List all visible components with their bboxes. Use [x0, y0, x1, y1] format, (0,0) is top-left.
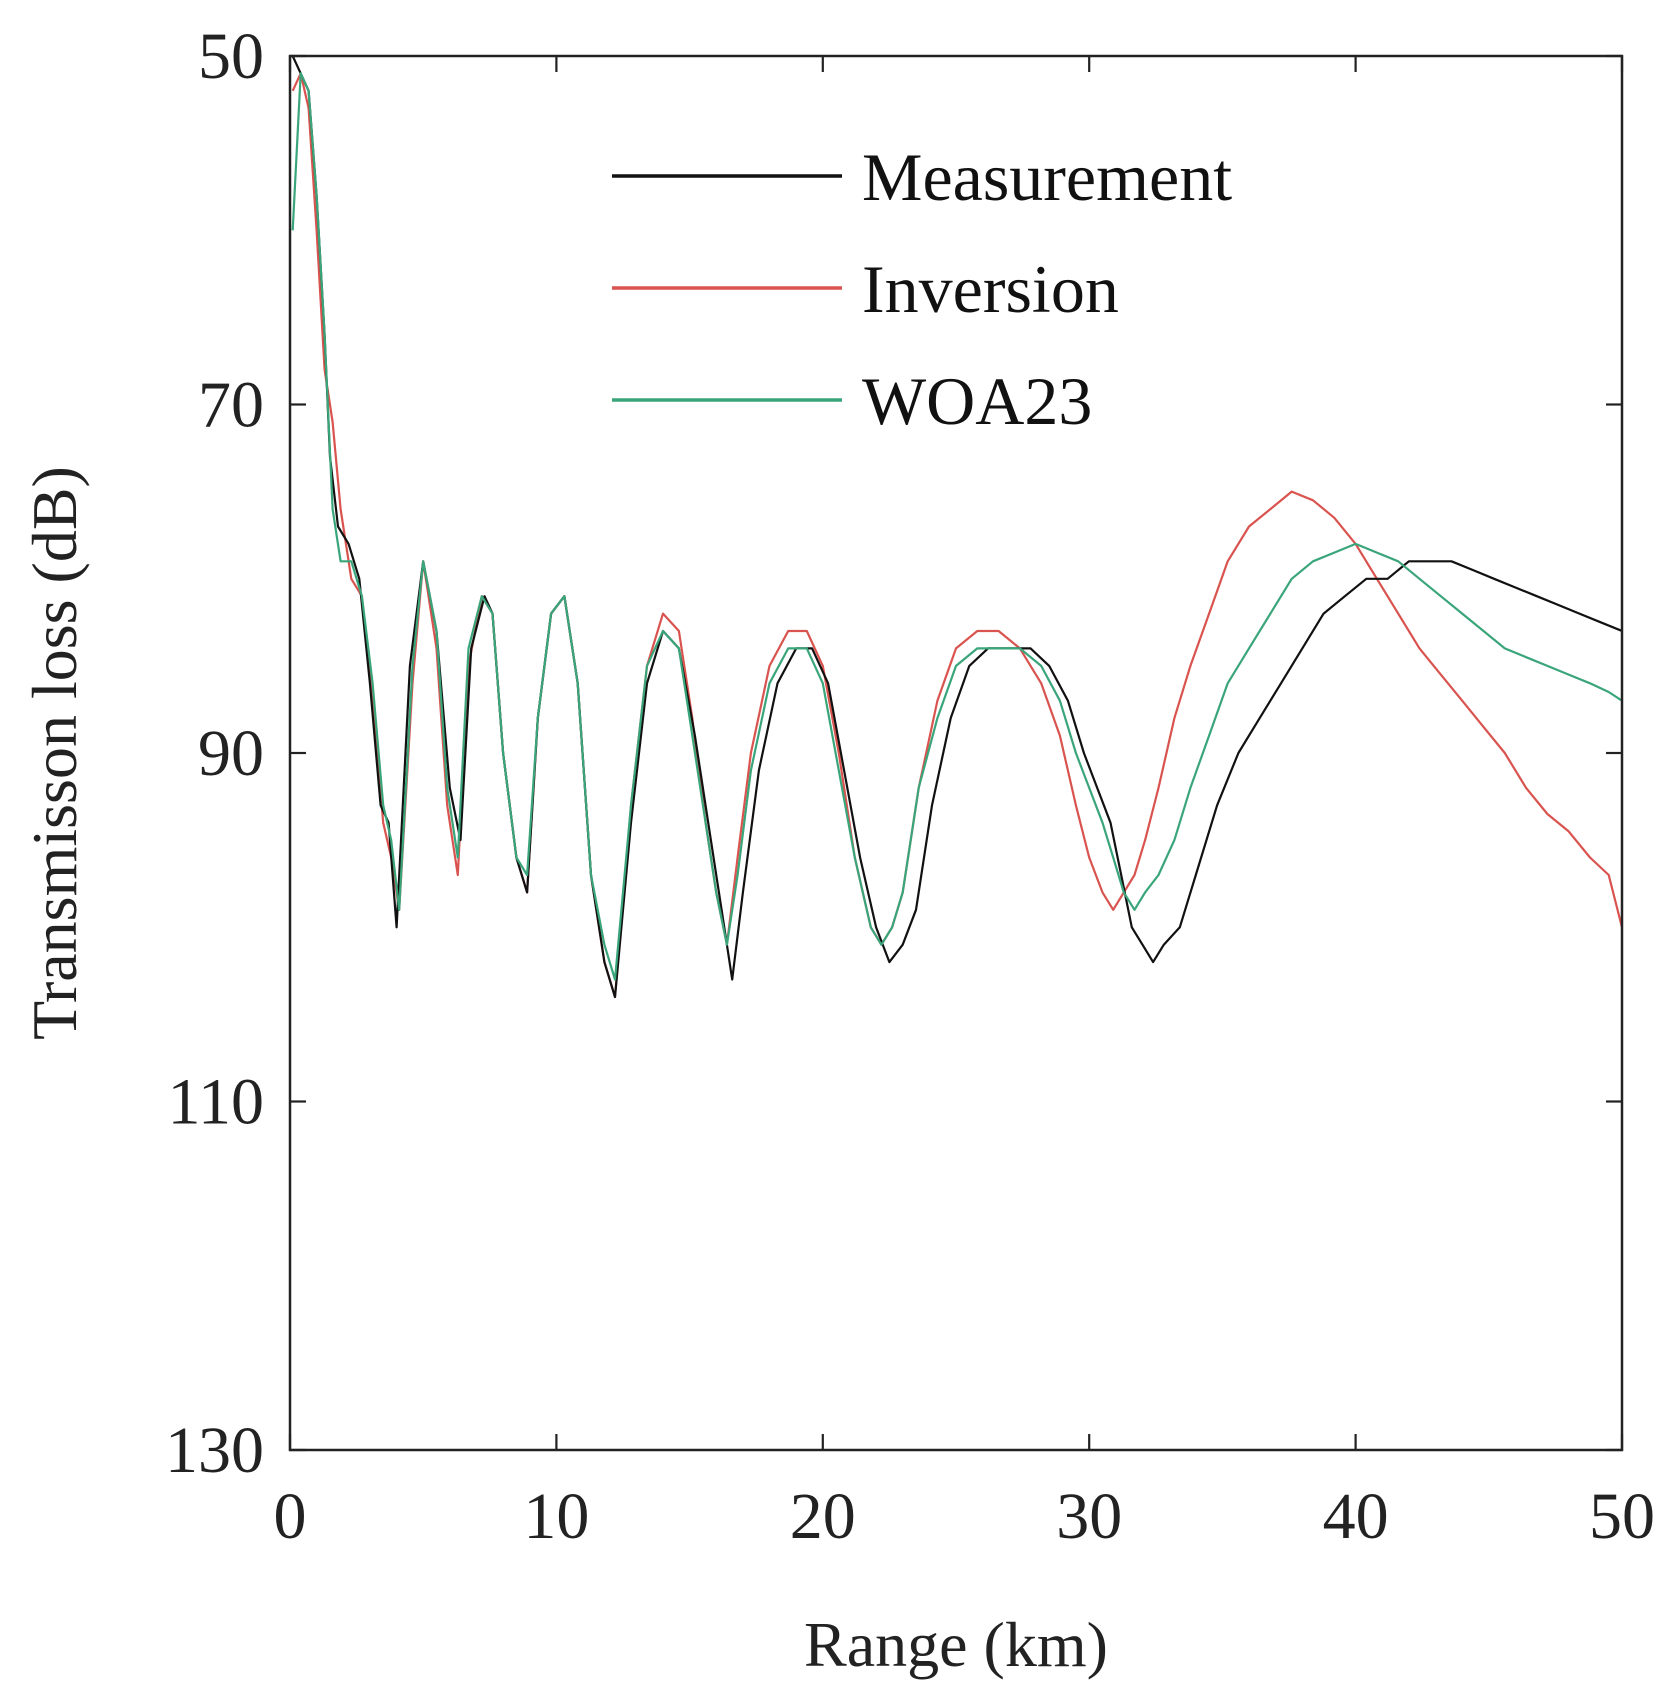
- x-tick-label: 50: [1589, 1480, 1655, 1553]
- y-tick-label: 50: [198, 20, 264, 93]
- y-tick-label: 70: [198, 369, 264, 442]
- legend: Measurement Inversion WOA23: [612, 139, 1232, 439]
- plot-series-group: [291, 56, 1622, 999]
- y-tick-label: 130: [165, 1414, 264, 1487]
- y-tick-label: 110: [167, 1066, 264, 1139]
- series-line-woa23: [291, 72, 1622, 981]
- x-tick-label: 10: [523, 1480, 589, 1553]
- series-line-inversion: [291, 72, 1622, 999]
- legend-label-measurement: Measurement: [862, 139, 1232, 215]
- x-tick-label: 0: [274, 1480, 307, 1553]
- y-axis-label: Transmisson loss (dB): [19, 466, 90, 1040]
- x-axis-label: Range (km): [804, 1609, 1108, 1680]
- y-tick-label: 90: [198, 717, 264, 790]
- legend-label-inversion: Inversion: [862, 251, 1119, 327]
- legend-label-woa23: WOA23: [862, 363, 1092, 439]
- x-axis-ticks: 0 10 20 30 40 50: [274, 56, 1655, 1553]
- x-tick-label: 20: [790, 1480, 856, 1553]
- x-tick-label: 40: [1323, 1480, 1389, 1553]
- y-axis-ticks: 50 70 90 110 130: [165, 20, 1622, 1487]
- x-tick-label: 30: [1056, 1480, 1122, 1553]
